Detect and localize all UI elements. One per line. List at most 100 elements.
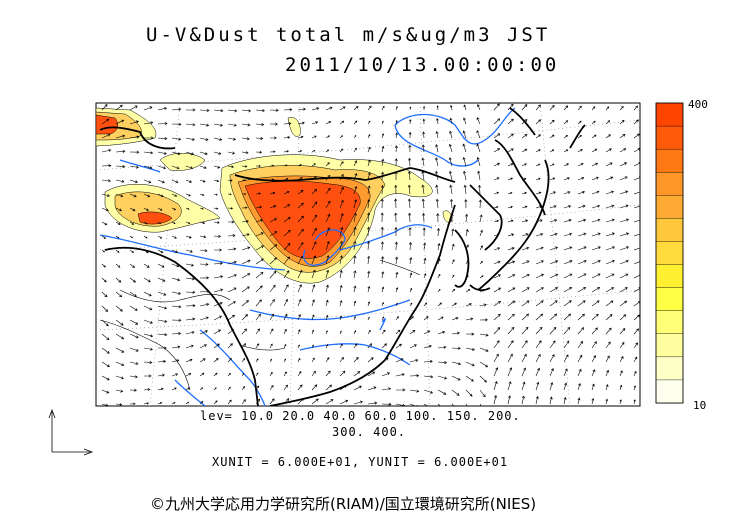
wind-arrow bbox=[199, 179, 206, 183]
wind-arrow bbox=[171, 207, 176, 211]
wind-arrow bbox=[605, 355, 610, 363]
wind-arrow bbox=[395, 329, 401, 335]
wind-arrow bbox=[479, 289, 486, 293]
wind-arrow bbox=[633, 385, 636, 391]
wind-arrow bbox=[577, 149, 583, 153]
wind-arrow bbox=[409, 302, 413, 307]
wind-arrow bbox=[115, 319, 124, 326]
wind-arrow bbox=[213, 387, 217, 391]
wind-arrow bbox=[437, 330, 446, 335]
wind-arrow bbox=[605, 134, 611, 139]
wind-arrow bbox=[297, 242, 304, 251]
wind-arrow bbox=[143, 151, 154, 155]
wind-arrow bbox=[101, 249, 105, 253]
wind-arrow bbox=[199, 289, 210, 293]
wind-arrow bbox=[479, 361, 489, 368]
wind-arrow bbox=[339, 199, 344, 209]
wind-arrow bbox=[255, 398, 261, 405]
wind-arrow bbox=[577, 163, 584, 167]
wind-arrow bbox=[213, 234, 222, 238]
wind-arrow bbox=[311, 284, 316, 293]
wind-arrow bbox=[451, 259, 455, 265]
wind-arrow bbox=[395, 388, 406, 392]
wind-arrow bbox=[129, 347, 139, 352]
wind-arrow bbox=[476, 130, 481, 139]
wind-arrow bbox=[449, 117, 453, 125]
wind-arrow bbox=[143, 221, 148, 225]
wind-arrow bbox=[563, 177, 570, 181]
wind-arrow bbox=[227, 343, 233, 349]
wind-arrow bbox=[143, 374, 152, 378]
wind-arrow bbox=[227, 137, 237, 141]
wind-arrow bbox=[339, 399, 349, 405]
wind-arrow bbox=[115, 291, 123, 298]
wind-arrow bbox=[199, 165, 207, 169]
wind-arrow bbox=[381, 402, 392, 406]
wind-arrow bbox=[605, 246, 615, 251]
wind-arrow bbox=[129, 150, 140, 154]
wind-arrow bbox=[143, 402, 150, 405]
wind-arrow bbox=[353, 400, 363, 405]
wind-arrow bbox=[255, 179, 260, 181]
wind-arrow bbox=[423, 242, 427, 251]
wind-arrow bbox=[171, 107, 182, 111]
wind-arrow bbox=[241, 179, 247, 182]
wind-arrow bbox=[421, 170, 425, 181]
colorbar-swatch bbox=[655, 241, 684, 266]
wind-arrow bbox=[227, 274, 237, 279]
wind-arrow bbox=[171, 165, 180, 170]
wind-arrow bbox=[423, 403, 428, 406]
wind-arrow bbox=[269, 385, 274, 391]
wind-arrow bbox=[367, 120, 371, 125]
wind-arrow bbox=[367, 285, 371, 293]
wind-arrow bbox=[255, 219, 264, 223]
wind-arrow bbox=[577, 176, 585, 181]
wind-arrow bbox=[423, 330, 431, 335]
wind-arrow bbox=[199, 249, 208, 253]
wind-arrow bbox=[493, 191, 500, 195]
wind-arrow bbox=[115, 277, 122, 283]
wind-arrow bbox=[325, 255, 330, 265]
wind-arrow bbox=[619, 355, 624, 363]
wind-arrow bbox=[507, 287, 516, 293]
wind-arrow bbox=[436, 213, 440, 223]
wind-arrow bbox=[633, 190, 640, 195]
wind-arrow bbox=[591, 106, 596, 111]
wind-arrow bbox=[213, 343, 220, 349]
wind-arrow bbox=[422, 118, 426, 125]
wind-arrow bbox=[521, 119, 528, 125]
wind-arrow bbox=[479, 303, 487, 307]
wind-arrow bbox=[563, 246, 573, 251]
wind-arrow bbox=[255, 343, 260, 349]
wind-arrow bbox=[185, 207, 190, 210]
wind-arrow bbox=[157, 107, 168, 111]
wind-arrow bbox=[157, 373, 165, 377]
wind-arrow bbox=[185, 179, 193, 183]
wind-arrow bbox=[311, 384, 318, 391]
wind-arrow bbox=[129, 249, 134, 253]
wind-arrow bbox=[493, 353, 499, 363]
wind-arrow bbox=[605, 120, 611, 125]
wind-arrow bbox=[367, 401, 378, 405]
wind-arrow bbox=[297, 298, 302, 307]
wind-arrow bbox=[325, 314, 329, 321]
wind-arrow bbox=[171, 318, 182, 322]
wind-arrow bbox=[408, 131, 412, 139]
wind-arrow bbox=[213, 151, 222, 155]
wind-arrow bbox=[521, 353, 527, 363]
wind-arrow bbox=[325, 227, 330, 237]
wind-arrow bbox=[394, 158, 398, 167]
wind-arrow bbox=[157, 305, 168, 310]
wind-arrow bbox=[437, 403, 441, 406]
wind-arrow bbox=[465, 303, 472, 307]
wind-arrow bbox=[213, 165, 221, 169]
wind-arrow bbox=[143, 388, 151, 392]
wind-arrow bbox=[255, 271, 264, 279]
wind-arrow bbox=[563, 340, 570, 349]
colorbar bbox=[655, 102, 684, 404]
wind-arrow bbox=[311, 370, 316, 377]
wind-arrow bbox=[255, 232, 264, 237]
wind-arrow bbox=[493, 219, 499, 223]
wind-arrow bbox=[507, 274, 516, 279]
wind-arrow bbox=[297, 107, 306, 111]
